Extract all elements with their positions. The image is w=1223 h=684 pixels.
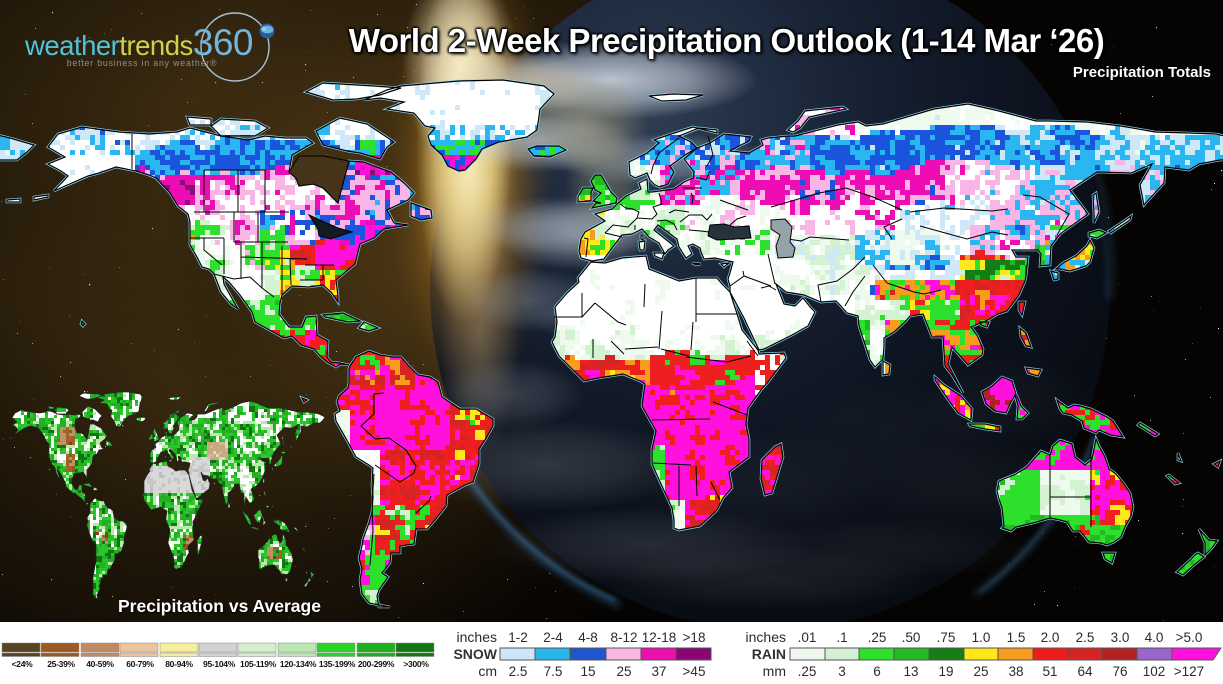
svg-text:51: 51 [1042,664,1057,679]
svg-text:2.0: 2.0 [1041,630,1060,645]
svg-text:>300%: >300% [403,659,429,669]
svg-text:3.0: 3.0 [1111,630,1130,645]
svg-text:64: 64 [1077,664,1093,679]
svg-text:80-94%: 80-94% [165,659,193,669]
svg-text:40-59%: 40-59% [86,659,114,669]
svg-text:>18: >18 [683,630,706,645]
svg-text:>127: >127 [1174,664,1204,679]
svg-text:inches: inches [746,629,786,645]
svg-text:60-79%: 60-79% [126,659,154,669]
svg-text:weathertrends360: weathertrends360 [24,22,253,63]
svg-text:6: 6 [873,664,881,679]
svg-text:12-18: 12-18 [642,630,677,645]
svg-text:8-12: 8-12 [610,630,637,645]
svg-text:inches: inches [457,629,497,645]
svg-text:95-104%: 95-104% [203,659,236,669]
svg-text:1.5: 1.5 [1007,630,1026,645]
svg-text:2.5: 2.5 [509,664,528,679]
svg-text:.1: .1 [836,630,847,645]
svg-text:105-119%: 105-119% [240,659,277,669]
svg-text:13: 13 [903,664,918,679]
svg-text:2-4: 2-4 [543,630,563,645]
svg-text:better business in any weather: better business in any weather® [67,58,218,68]
svg-text:15: 15 [580,664,595,679]
svg-text:76: 76 [1112,664,1127,679]
svg-text:38: 38 [1008,664,1023,679]
svg-text:<24%: <24% [12,659,34,669]
svg-text:.01: .01 [798,630,817,645]
svg-text:4.0: 4.0 [1145,630,1164,645]
svg-text:cm: cm [478,663,497,679]
svg-text:3: 3 [838,664,846,679]
svg-text:SNOW: SNOW [453,646,497,662]
svg-text:25-39%: 25-39% [47,659,75,669]
svg-text:25: 25 [973,664,988,679]
svg-text:135-199%: 135-199% [319,659,356,669]
svg-text:25: 25 [616,664,631,679]
svg-text:>45: >45 [683,664,706,679]
svg-text:7.5: 7.5 [544,664,563,679]
svg-text:RAIN: RAIN [752,646,786,662]
svg-text:4-8: 4-8 [578,630,598,645]
svg-text:.75: .75 [937,630,956,645]
svg-text:37: 37 [651,664,666,679]
svg-text:120-134%: 120-134% [280,659,317,669]
svg-text:200-299%: 200-299% [358,659,395,669]
svg-text:1-2: 1-2 [508,630,528,645]
svg-text:.50: .50 [902,630,921,645]
svg-text:1.0: 1.0 [972,630,991,645]
svg-text:.25: .25 [868,630,887,645]
svg-text:>5.0: >5.0 [1176,630,1203,645]
svg-text:102: 102 [1143,664,1166,679]
svg-text:19: 19 [938,664,953,679]
svg-text:.25: .25 [798,664,817,679]
svg-text:2.5: 2.5 [1076,630,1095,645]
svg-text:mm: mm [763,663,786,679]
